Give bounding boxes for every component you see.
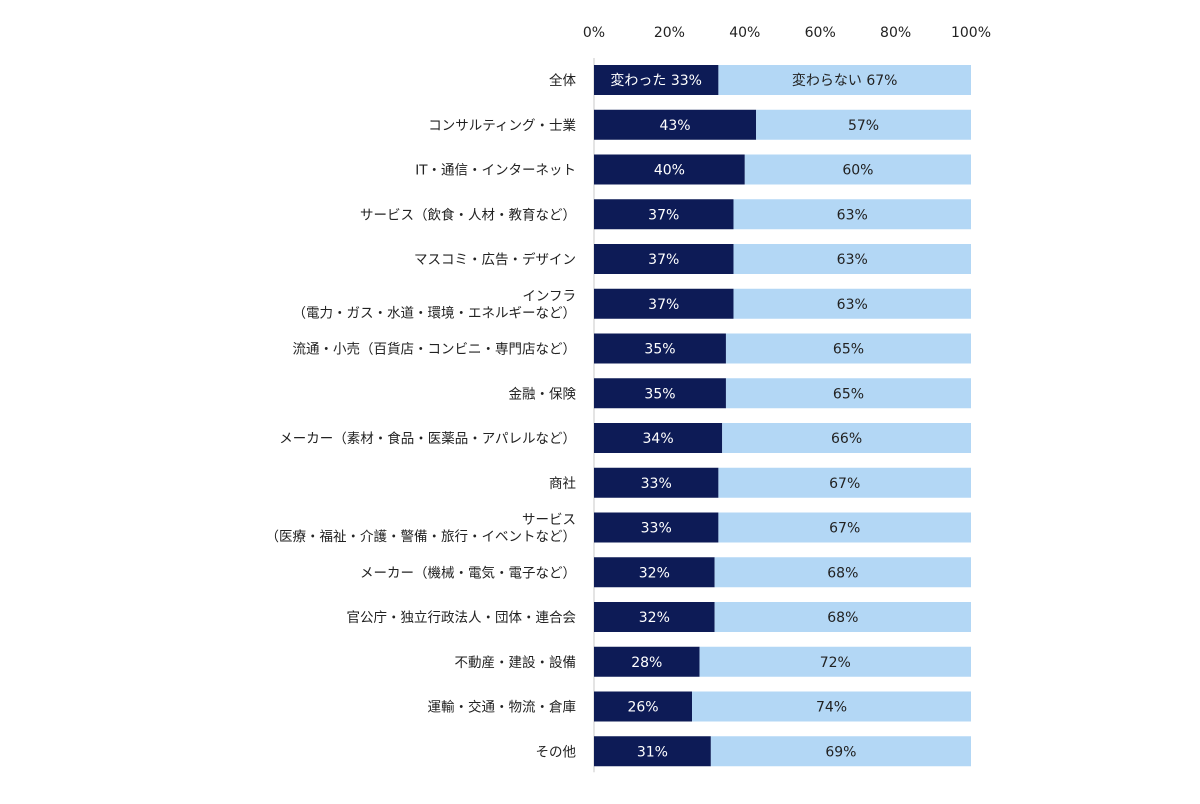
bar-segment-changed (594, 109, 757, 140)
category-label: 全体 (549, 72, 577, 89)
bar-segment-unchanged (733, 288, 971, 319)
data-label-unchanged: 68% (827, 610, 858, 626)
data-label-changed: 40% (654, 163, 685, 179)
bar-segment-changed (594, 646, 700, 677)
bar-segment-changed (594, 557, 715, 588)
x-tick-label: 20% (654, 25, 685, 41)
category-label: その他 (536, 744, 577, 760)
category-label: 運輸・交通・物流・倉庫 (428, 699, 577, 716)
data-label-changed: 28% (631, 655, 662, 671)
bar-segment-unchanged (733, 199, 971, 230)
bar-segment-unchanged (744, 154, 971, 185)
category-label: 官公庁・独立行政法人・団体・連合会 (347, 610, 577, 626)
category-label: 不動産・建設・設備 (455, 655, 577, 671)
bar-segment-unchanged (722, 423, 971, 453)
bar-segment-unchanged (714, 602, 971, 632)
bar-segment-changed (594, 512, 719, 543)
data-label-changed: 33% (641, 476, 672, 492)
data-label-changed: 43% (659, 118, 690, 134)
bar-segment-unchanged (725, 333, 971, 364)
category-label: 金融・保険 (509, 386, 577, 402)
x-tick-label: 60% (805, 25, 836, 41)
bar-segment-changed (594, 691, 693, 722)
data-label-changed: 32% (639, 565, 670, 581)
data-label-unchanged: 変わらない 67% (792, 72, 898, 89)
bar-segment-unchanged (718, 512, 971, 543)
bar-segment-unchanged (692, 691, 971, 722)
bar-segment-unchanged (756, 109, 971, 140)
data-label-unchanged: 74% (816, 700, 847, 716)
data-label-unchanged: 63% (837, 297, 868, 313)
data-label-changed: 変わった 33% (610, 72, 702, 89)
bar-segment-changed (594, 333, 726, 364)
data-label-unchanged: 65% (833, 342, 864, 358)
category-label: 商社 (549, 476, 576, 492)
data-label-unchanged: 67% (829, 476, 860, 492)
category-label: メーカー（素材・食品・医薬品・アパレルなど） (279, 430, 576, 447)
data-label-unchanged: 66% (831, 431, 862, 447)
data-label-unchanged: 63% (837, 207, 868, 223)
data-label-unchanged: 63% (837, 252, 868, 268)
bar-segment-changed (594, 65, 719, 95)
data-label-changed: 33% (641, 521, 672, 537)
bar-segment-changed (594, 423, 723, 453)
data-label-unchanged: 67% (829, 521, 860, 537)
data-label-unchanged: 57% (848, 118, 879, 134)
x-tick-label: 40% (729, 25, 760, 41)
bar-segment-unchanged (699, 646, 971, 677)
bar-segment-unchanged (718, 467, 971, 498)
category-label: 流通・小売（百貨店・コンビニ・専門店など） (293, 341, 577, 358)
x-tick-label: 0% (583, 25, 605, 41)
data-label-unchanged: 65% (833, 386, 864, 402)
category-label: （電力・ガス・水道・環境・エネルギーなど） (293, 305, 577, 321)
data-label-changed: 35% (644, 342, 675, 358)
category-label: コンサルティング・士業 (428, 118, 576, 134)
data-label-unchanged: 69% (825, 744, 856, 760)
data-label-changed: 37% (648, 207, 679, 223)
bar-segment-changed (594, 467, 719, 498)
category-label: インフラ (522, 288, 576, 304)
bar-segment-unchanged (725, 378, 971, 409)
bar-segment-changed (594, 244, 734, 274)
bar-segment-changed (594, 602, 715, 632)
category-label: メーカー（機械・電気・電子など） (360, 565, 576, 581)
data-label-changed: 32% (639, 610, 670, 626)
category-label: IT・通信・インターネット (415, 163, 576, 179)
data-label-changed: 31% (637, 744, 668, 760)
bar-segment-changed (594, 288, 734, 319)
data-label-changed: 37% (648, 252, 679, 268)
bar-segment-changed (594, 736, 711, 767)
bar-segment-unchanged (710, 736, 971, 767)
data-label-unchanged: 60% (842, 163, 873, 179)
data-label-changed: 26% (627, 700, 658, 716)
category-label: サービス（飲食・人材・教育など） (360, 206, 576, 223)
bar-segment-changed (594, 378, 726, 409)
bar-segment-changed (594, 199, 734, 230)
data-label-unchanged: 68% (827, 565, 858, 581)
data-label-changed: 37% (648, 297, 679, 313)
x-tick-label: 80% (880, 25, 911, 41)
bar-segment-unchanged (714, 557, 971, 588)
category-label: サービス (522, 512, 576, 528)
category-label: （医療・福祉・介護・警備・旅行・イベントなど） (266, 528, 577, 545)
bar-segment-changed (594, 154, 745, 185)
data-label-changed: 34% (643, 431, 674, 447)
bar-segment-unchanged (733, 244, 971, 274)
category-label: マスコミ・広告・デザイン (414, 251, 576, 268)
data-label-unchanged: 72% (820, 655, 851, 671)
bar-segment-unchanged (718, 65, 971, 95)
x-tick-label: 100% (951, 25, 991, 41)
data-label-changed: 35% (644, 386, 675, 402)
